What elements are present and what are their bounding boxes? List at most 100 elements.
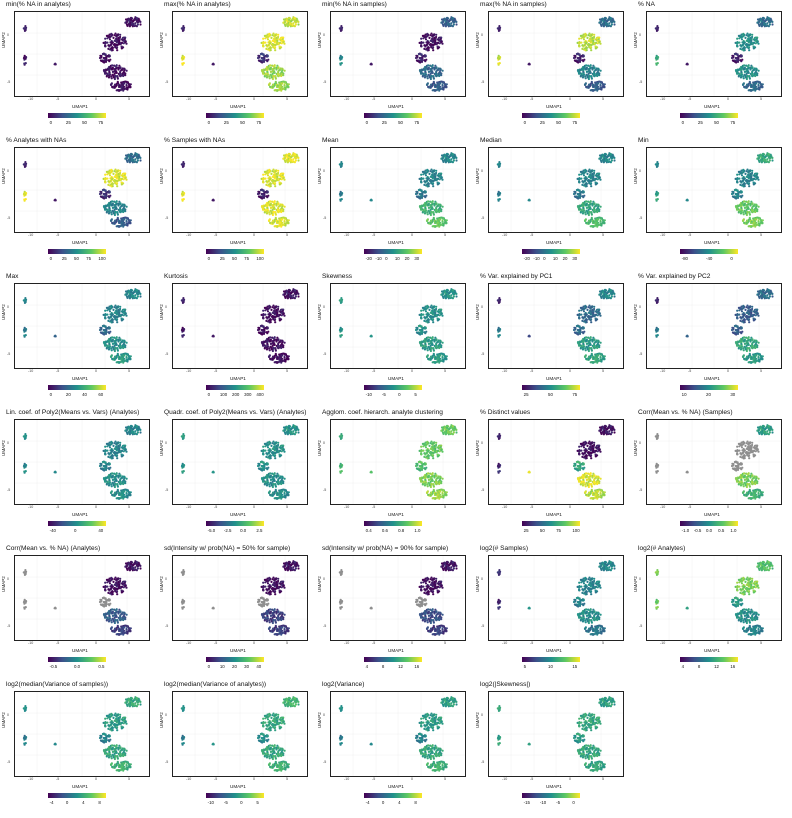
scatter-point [103,178,106,181]
scatter-point [116,46,119,49]
scatter-point [582,174,586,177]
scatter-point [599,84,602,87]
scatter-plot-area [14,11,150,97]
scatter-point [274,44,277,47]
scatter-point [264,177,267,180]
scatter-point [110,168,113,171]
colorbar-tick-label: -10 [375,256,382,261]
scatter-point [589,220,592,223]
scatter-point [441,42,444,45]
scatter-point [105,211,108,214]
scatter-point [257,195,260,198]
scatter-point [436,81,439,84]
umap-panel: Mean UMAP2 0 -5 -10 -5 0 5 UMAP1 -20 -10 0 10 20 30 [316,136,474,272]
y-axis-label: UMAP2 [1,168,6,184]
colorbar-tick-label: 0 [681,120,685,125]
scatter-point [114,341,117,344]
x-tick-label: 0 [411,233,413,237]
scatter-point [111,221,114,224]
scatter-point [292,22,295,25]
scatter-point [596,207,599,210]
scatter-point [599,178,602,181]
scatter-point [740,212,743,215]
scatter-point [24,334,27,337]
scatter-point [338,193,342,196]
scatter-point [587,70,590,73]
x-tick-label: -5 [372,97,376,101]
scatter-point [438,88,441,91]
scatter-point [431,35,434,38]
scatter-point [579,59,582,62]
scatter-point [603,153,606,156]
colorbar-tick-label: 50 [74,256,79,261]
scatter-point [768,159,771,162]
scatter-point [437,204,440,207]
y-axis-label: UMAP2 [159,32,164,48]
scatter-point [432,77,435,80]
scatter-point [577,59,580,62]
scatter-point [282,18,286,21]
scatter-point [106,41,109,44]
scatter-point [283,42,286,45]
scatter-point [117,340,120,343]
scatter-point [734,192,737,196]
scatter-point [739,195,742,198]
scatter-point [748,180,751,183]
scatter-point [265,195,268,198]
scatter-point [107,331,110,334]
scatter-point [124,154,128,157]
scatter-point [273,220,276,223]
scatter-point [22,329,26,332]
colorbar [522,113,580,118]
scatter-point [340,28,343,31]
scatter-point [742,211,745,214]
scatter-point [288,22,291,25]
scatter-point [433,204,436,207]
scatter-point [103,314,106,317]
scatter-point [417,196,420,199]
scatter-point [105,56,108,59]
scatter-point [115,207,118,210]
scatter-point [734,205,738,208]
scatter-point [109,338,112,341]
scatter-point [584,83,587,86]
scatter-point [124,346,127,349]
scatter-point [24,297,27,300]
scatter-point [581,47,584,51]
scatter-point [435,225,438,228]
scatter-point [105,205,108,208]
x-tick-label: -10 [28,233,34,237]
scatter-point [753,85,756,88]
scatter-point [131,297,134,300]
scatter-point [582,76,585,79]
scatter-point [599,205,602,208]
scatter-point [24,26,27,29]
scatter-point [592,39,595,42]
scatter-point [738,177,741,180]
scatter-point [129,17,132,20]
scatter-point [126,358,129,361]
scatter-point [127,289,130,292]
scatter-point [263,211,266,214]
scatter-point [133,290,137,293]
y-tick-label: -5 [7,352,11,356]
scatter-point [443,153,446,156]
colorbar-tick-label: 10 [394,256,400,261]
colorbar-tick-label: 50 [714,120,719,125]
scatter-point [612,155,615,158]
scatter-point [107,319,110,322]
scatter-point [442,24,445,27]
scatter-point [280,210,283,214]
scatter-point [752,47,755,50]
x-tick-label: -5 [530,97,534,101]
colorbar-tick-label: -20 [365,256,372,261]
scatter-point [274,213,277,216]
scatter-point [744,210,747,213]
scatter-point [182,26,185,29]
scatter-point [276,220,279,223]
scatter-point [433,173,436,176]
scatter-point [105,347,108,350]
panel-title: Min [638,137,649,144]
colorbar-tick-label: 25 [539,120,545,125]
scatter-point [109,202,112,205]
